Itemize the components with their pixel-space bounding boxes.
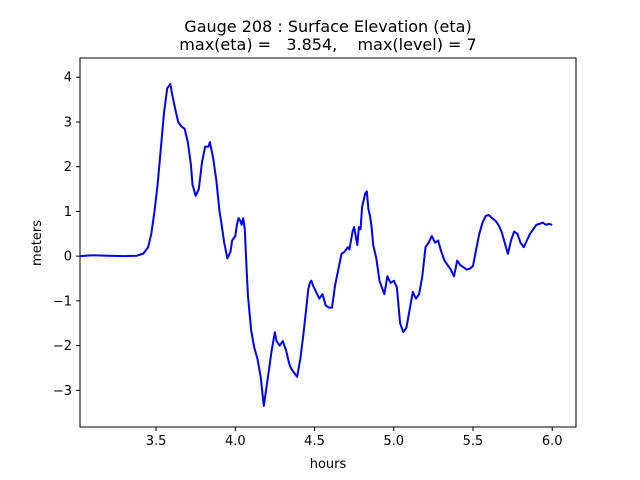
x-tick-label: 5.5	[463, 434, 484, 449]
x-tick-label: 5.0	[383, 434, 404, 449]
y-tick-label: −3	[53, 384, 72, 399]
plot-area	[80, 58, 576, 427]
y-tick-label: 2	[64, 160, 72, 175]
chart-subtitle: max(eta) = 3.854, max(level) = 7	[179, 35, 476, 54]
x-tick-label: 6.0	[542, 434, 563, 449]
y-tick-label: 1	[64, 205, 72, 220]
x-tick-label: 4.0	[225, 434, 246, 449]
y-tick-label: 3	[64, 115, 72, 130]
y-tick-label: −2	[53, 339, 72, 354]
eta-series-line	[79, 82, 553, 407]
plot-frame	[79, 57, 577, 428]
y-tick-label: −1	[53, 294, 72, 309]
chart-title: Gauge 208 : Surface Elevation (eta)	[184, 17, 471, 36]
ticks-layer: 3.5 4.0 4.5 5.0 5.5 6.0 4 3 2 1 0 −1 −2 −3	[53, 71, 563, 449]
x-tick-label: 3.5	[146, 434, 167, 449]
y-tick-label: 0	[64, 250, 72, 265]
x-tick-label: 4.5	[304, 434, 325, 449]
y-tick-label: 4	[64, 71, 72, 86]
x-axis-label: hours	[310, 457, 347, 472]
y-axis-label: meters	[30, 220, 45, 266]
